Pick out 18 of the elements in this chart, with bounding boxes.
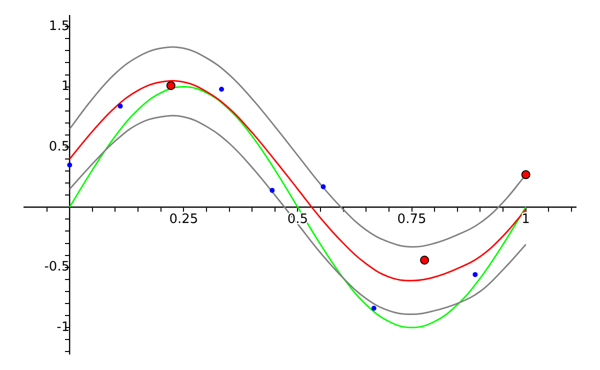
y-tick-label: -0.5 — [44, 260, 70, 275]
x-tick-label: 0.25 — [169, 212, 198, 228]
x-tick-label: 0.75 — [397, 212, 426, 228]
point — [320, 184, 326, 190]
line-series — [68, 80, 527, 282]
point — [219, 86, 224, 92]
point — [472, 272, 478, 278]
y-tick-label: 0.5 — [48, 139, 70, 154]
point — [521, 170, 530, 180]
line-series — [68, 86, 527, 328]
point — [420, 256, 430, 265]
point — [371, 306, 376, 311]
point — [270, 188, 275, 193]
point — [118, 104, 123, 109]
point — [67, 162, 72, 168]
point — [166, 81, 176, 90]
y-tick-label: 1.5 — [48, 19, 70, 34]
x-tick-label: 1 — [522, 212, 530, 228]
